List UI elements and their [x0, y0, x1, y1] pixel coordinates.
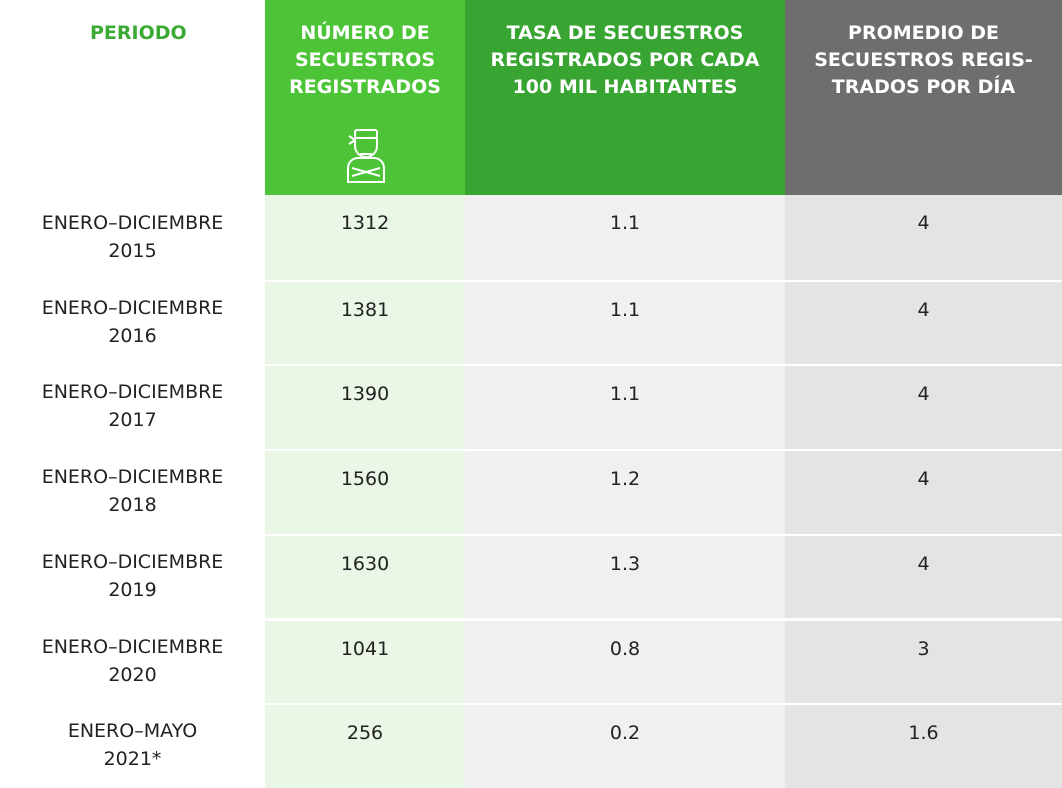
value-cell: 1.3	[465, 533, 785, 619]
value-text: 1041	[340, 637, 390, 660]
period-text: ENERO–DICIEMBRE	[41, 381, 224, 404]
value-text: 4	[917, 552, 930, 575]
header-cell: PROMEDIO DE SECUESTROS REGIS- TRADOS POR D…	[785, 0, 1062, 195]
value-cell: 1560	[265, 449, 465, 534]
header-text: REGISTRADOS POR CADA	[490, 49, 760, 71]
value-text: 1.2	[609, 468, 641, 491]
period-text: 2021*	[103, 748, 162, 771]
value-cell: 1.1	[465, 195, 785, 280]
header-text: SECUESTROS REGIS-	[814, 49, 1033, 71]
period-text: 2018	[108, 494, 157, 517]
value-text: 256	[346, 722, 384, 745]
value-cell: 4	[785, 279, 1062, 365]
period-cell: ENERO–DICIEMBRE 2018	[0, 449, 265, 534]
period-text: ENERO–DICIEMBRE	[41, 466, 224, 489]
value-text: 1.1	[609, 212, 641, 234]
value-text: 4	[917, 212, 930, 234]
period-cell: ENERO–DICIEMBRE 2017	[0, 364, 265, 450]
value-text: 1.3	[609, 552, 641, 575]
value-cell: 4	[785, 364, 1062, 450]
header-text: REGISTRADOS	[289, 76, 441, 98]
period-text: ENERO–MAYO	[67, 720, 198, 743]
period-cell: ENERO–DICIEMBRE 2016	[0, 279, 265, 365]
value-text: 4	[917, 298, 930, 321]
value-cell: 0.8	[465, 618, 785, 704]
header-cell: NÚMERO DE SECUESTROS REGISTRADOS	[265, 0, 465, 195]
value-cell: 4	[785, 195, 1062, 280]
period-text: ENERO–DICIEMBRE	[41, 635, 224, 658]
header-text: PROMEDIO DE	[848, 22, 999, 44]
value-text: 1630	[340, 552, 390, 575]
period-text: ENERO–DICIEMBRE	[41, 296, 224, 319]
period-text: ENERO–DICIEMBRE	[41, 550, 224, 573]
period-text: 2016	[108, 324, 157, 347]
period-cell: ENERO–DICIEMBRE 2019	[0, 533, 265, 619]
value-text: 1560	[340, 468, 390, 491]
period-text: 2017	[108, 409, 157, 432]
value-cell: 0.2	[465, 703, 785, 788]
value-text: 0.2	[609, 722, 641, 745]
value-cell: 1041	[265, 618, 465, 704]
value-text: 0.8	[609, 637, 641, 660]
value-cell: 1.1	[465, 364, 785, 450]
period-text: 2015	[108, 240, 157, 262]
value-text: 3	[917, 637, 930, 660]
header-cell: PERIODO	[0, 0, 265, 195]
period-text: ENERO–DICIEMBRE	[41, 212, 224, 234]
value-text: 1.6	[908, 722, 939, 745]
header-text: NÚMERO DE	[300, 22, 430, 44]
value-cell: 1312	[265, 195, 465, 280]
header-text: 100 MIL HABITANTES	[512, 76, 738, 98]
header-text: TRADOS POR DÍA	[831, 76, 1016, 98]
value-text: 4	[917, 468, 930, 491]
header-text: PERIODO	[90, 22, 187, 44]
value-text: 1.1	[609, 298, 641, 321]
value-text: 4	[917, 383, 930, 406]
value-cell: 1630	[265, 533, 465, 619]
period-cell: ENERO–DICIEMBRE 2015	[0, 195, 265, 280]
value-cell: 1390	[265, 364, 465, 450]
header-cell: TASA DE SECUESTROS REGISTRADOS POR CADA 10…	[465, 0, 785, 195]
period-cell: ENERO–DICIEMBRE 2020	[0, 618, 265, 704]
kidnap-icon	[347, 129, 385, 183]
value-cell: 1.2	[465, 449, 785, 534]
period-cell: ENERO–MAYO 2021*	[0, 703, 265, 788]
value-cell: 3	[785, 618, 1062, 704]
header-text: TASA DE SECUESTROS	[506, 22, 744, 44]
period-text: 2019	[108, 578, 157, 601]
value-text: 1.1	[609, 383, 641, 406]
period-text: 2020	[108, 663, 157, 686]
value-text: 1381	[340, 298, 390, 321]
value-text: 1312	[340, 212, 390, 234]
value-cell: 1.6	[785, 703, 1062, 788]
header-text: SECUESTROS	[294, 49, 436, 71]
value-text: 1390	[340, 383, 390, 406]
value-cell: 4	[785, 533, 1062, 619]
value-cell: 256	[265, 703, 465, 788]
value-cell: 1.1	[465, 279, 785, 365]
value-cell: 1381	[265, 279, 465, 365]
value-cell: 4	[785, 449, 1062, 534]
